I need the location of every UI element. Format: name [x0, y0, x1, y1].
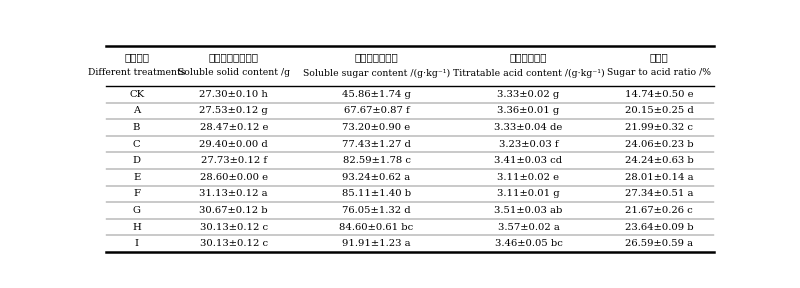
Text: 3.57±0.02 a: 3.57±0.02 a: [498, 223, 559, 232]
Text: F: F: [133, 189, 140, 198]
Text: 27.73±0.12 f: 27.73±0.12 f: [201, 156, 267, 165]
Text: 3.36±0.01 g: 3.36±0.01 g: [498, 107, 560, 115]
Text: Sugar to acid ratio /%: Sugar to acid ratio /%: [607, 69, 711, 77]
Text: 26.59±0.59 a: 26.59±0.59 a: [625, 239, 693, 248]
Text: 可滴定酸含量: 可滴定酸含量: [510, 53, 547, 62]
Text: 77.43±1.27 d: 77.43±1.27 d: [342, 140, 411, 149]
Text: A: A: [133, 107, 140, 115]
Text: E: E: [133, 173, 140, 182]
Text: 45.86±1.74 g: 45.86±1.74 g: [342, 90, 411, 99]
Text: Titratable acid content /(g·kg⁻¹): Titratable acid content /(g·kg⁻¹): [453, 69, 604, 77]
Text: 23.64±0.09 b: 23.64±0.09 b: [625, 223, 694, 232]
Text: 82.59±1.78 c: 82.59±1.78 c: [342, 156, 410, 165]
Text: 28.60±0.00 e: 28.60±0.00 e: [200, 173, 268, 182]
Text: 3.11±0.01 g: 3.11±0.01 g: [497, 189, 560, 198]
Text: 30.13±0.12 c: 30.13±0.12 c: [200, 223, 268, 232]
Text: Soluble solid content /g: Soluble solid content /g: [178, 69, 290, 77]
Text: 27.30±0.10 h: 27.30±0.10 h: [199, 90, 268, 99]
Text: C: C: [133, 140, 140, 149]
Text: 3.23±0.03 f: 3.23±0.03 f: [498, 140, 558, 149]
Text: Different treatments: Different treatments: [88, 69, 186, 77]
Text: 14.74±0.50 e: 14.74±0.50 e: [625, 90, 694, 99]
Text: G: G: [133, 206, 141, 215]
Text: 3.51±0.03 ab: 3.51±0.03 ab: [494, 206, 562, 215]
Text: 85.11±1.40 b: 85.11±1.40 b: [342, 189, 411, 198]
Text: 21.99±0.32 c: 21.99±0.32 c: [625, 123, 693, 132]
Text: 3.41±0.03 cd: 3.41±0.03 cd: [494, 156, 562, 165]
Text: 可溶性总糖含量: 可溶性总糖含量: [354, 53, 398, 62]
Text: I: I: [134, 239, 138, 248]
Text: 27.53±0.12 g: 27.53±0.12 g: [199, 107, 268, 115]
Text: 30.67±0.12 b: 30.67±0.12 b: [199, 206, 268, 215]
Text: 28.01±0.14 a: 28.01±0.14 a: [625, 173, 694, 182]
Text: 3.46±0.05 bc: 3.46±0.05 bc: [494, 239, 562, 248]
Text: 3.11±0.02 e: 3.11±0.02 e: [498, 173, 559, 182]
Text: 3.33±0.04 de: 3.33±0.04 de: [494, 123, 562, 132]
Text: D: D: [133, 156, 141, 165]
Text: 28.47±0.12 e: 28.47±0.12 e: [199, 123, 268, 132]
Text: 24.06±0.23 b: 24.06±0.23 b: [625, 140, 694, 149]
Text: 67.67±0.87 f: 67.67±0.87 f: [344, 107, 410, 115]
Text: 73.20±0.90 e: 73.20±0.90 e: [342, 123, 410, 132]
Text: H: H: [132, 223, 141, 232]
Text: 93.24±0.62 a: 93.24±0.62 a: [342, 173, 410, 182]
Text: 91.91±1.23 a: 91.91±1.23 a: [342, 239, 411, 248]
Text: 84.60±0.61 bc: 84.60±0.61 bc: [339, 223, 414, 232]
Text: 27.34±0.51 a: 27.34±0.51 a: [625, 189, 694, 198]
Text: 糖酸比: 糖酸比: [650, 53, 669, 62]
Text: 可溶性固形物含量: 可溶性固形物含量: [209, 53, 258, 62]
Text: 30.13±0.12 c: 30.13±0.12 c: [200, 239, 268, 248]
Text: 3.33±0.02 g: 3.33±0.02 g: [498, 90, 560, 99]
Text: 76.05±1.32 d: 76.05±1.32 d: [342, 206, 411, 215]
Text: 31.13±0.12 a: 31.13±0.12 a: [199, 189, 268, 198]
Text: Soluble sugar content /(g·kg⁻¹): Soluble sugar content /(g·kg⁻¹): [303, 69, 450, 77]
Text: 21.67±0.26 c: 21.67±0.26 c: [626, 206, 693, 215]
Text: 20.15±0.25 d: 20.15±0.25 d: [625, 107, 694, 115]
Text: 不同处理: 不同处理: [124, 53, 149, 62]
Text: CK: CK: [129, 90, 144, 99]
Text: 24.24±0.63 b: 24.24±0.63 b: [625, 156, 694, 165]
Text: 29.40±0.00 d: 29.40±0.00 d: [199, 140, 268, 149]
Text: B: B: [133, 123, 140, 132]
